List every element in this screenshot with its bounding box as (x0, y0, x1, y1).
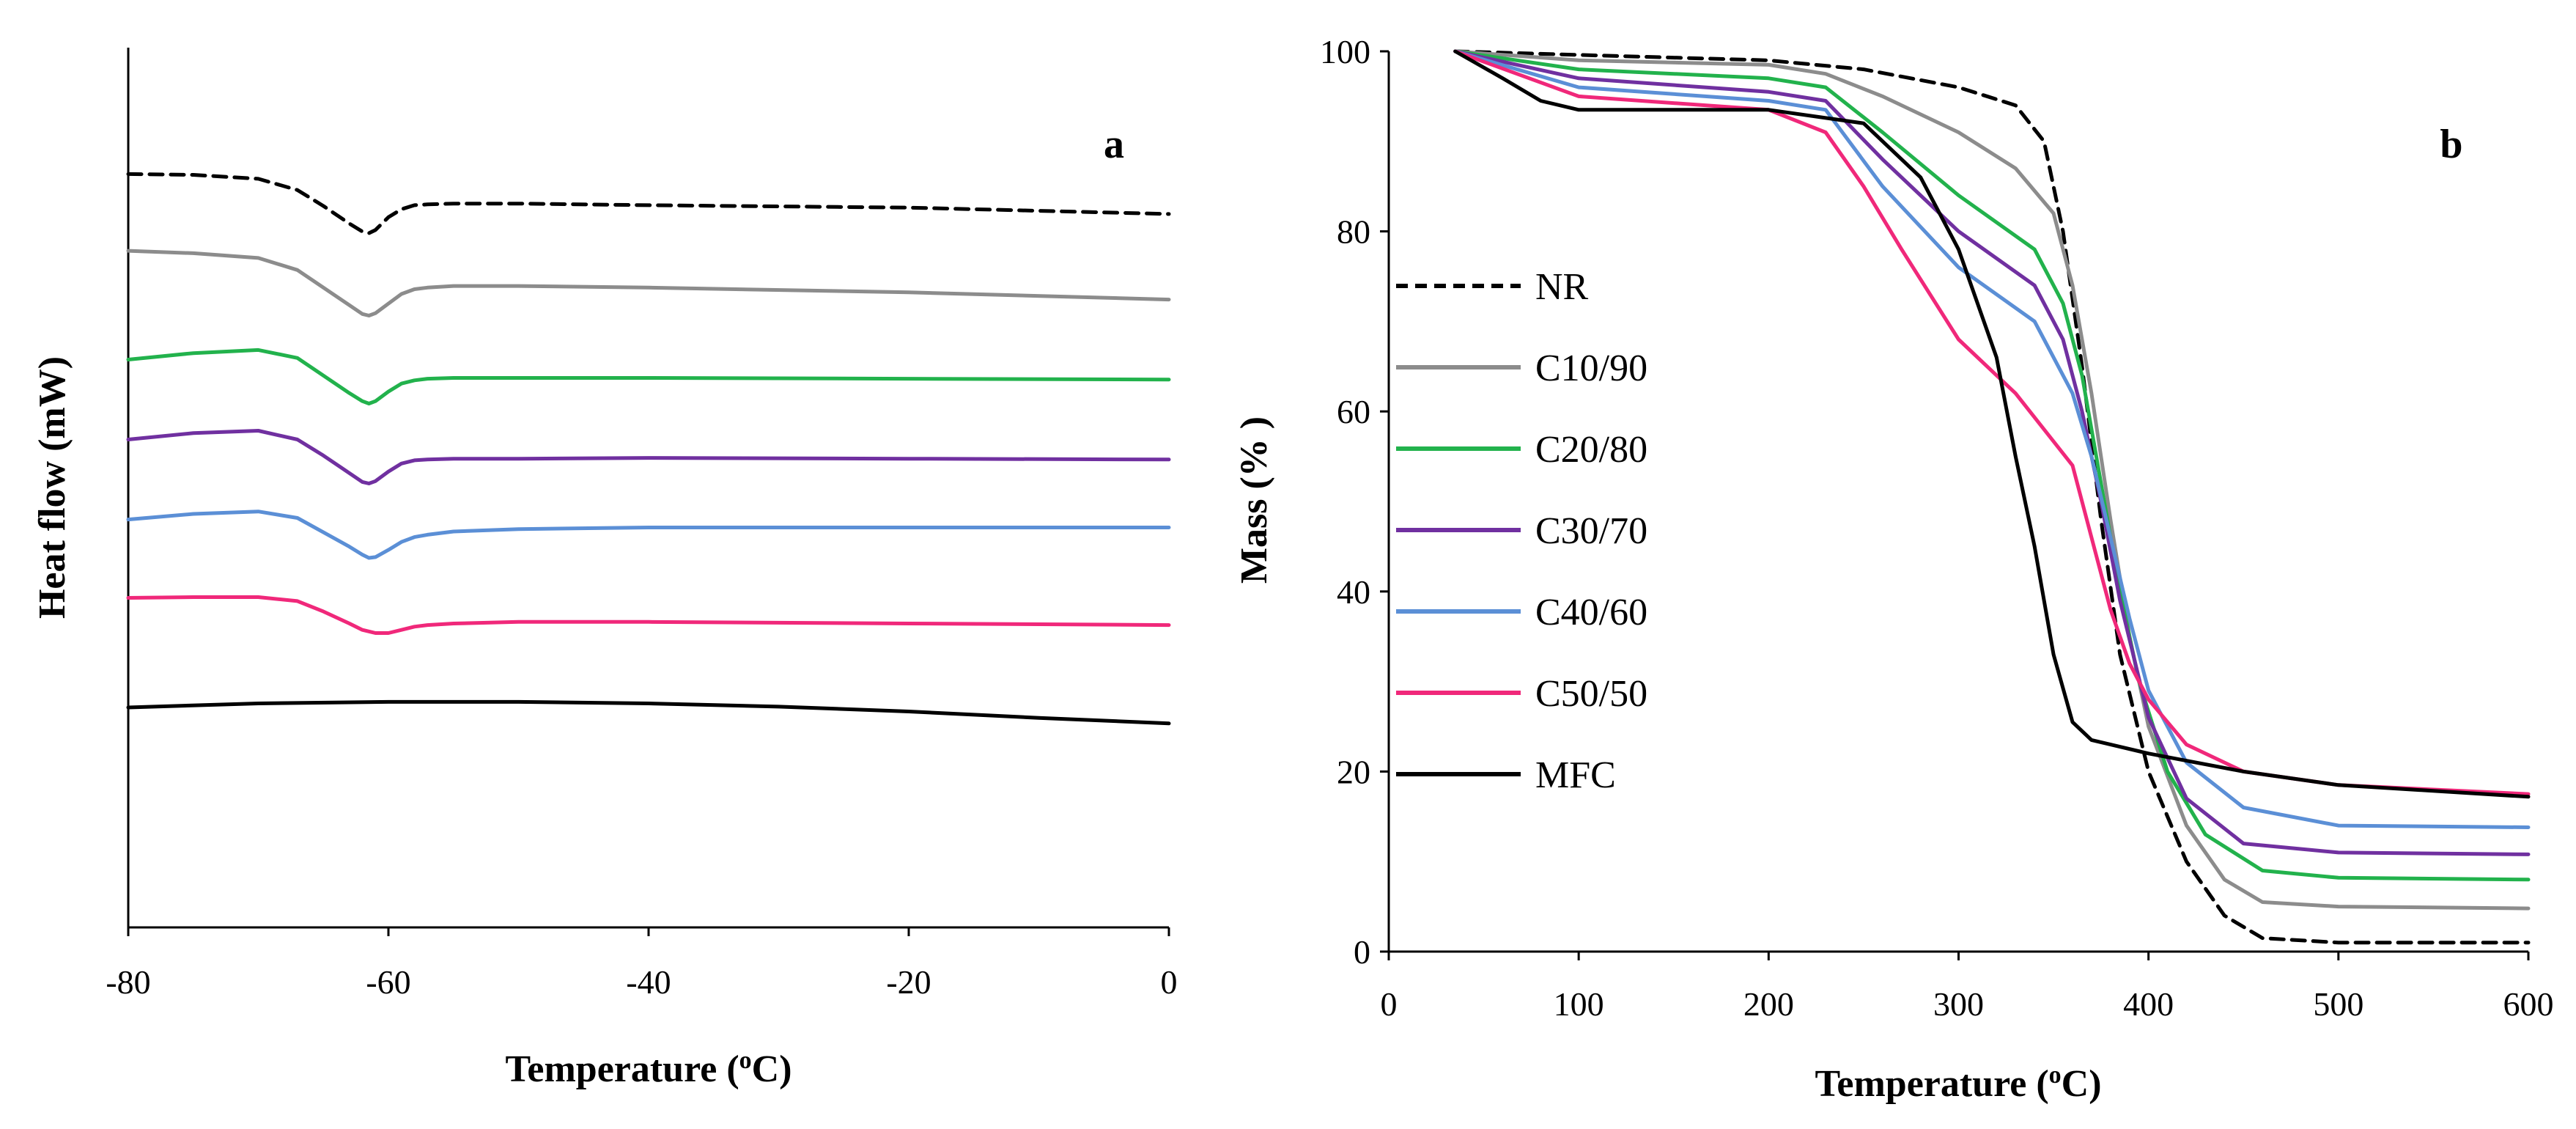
panel-b-x-tick-label-500: 500 (2313, 985, 2363, 1023)
panel-a-x-tick-label-60: -60 (366, 963, 410, 1001)
panel-b-x-tick-label-100: 100 (1554, 985, 1604, 1023)
panel-b-x-unit-superscript: o (2049, 1062, 2062, 1089)
panel-a-series-c20-80 (126, 347, 1171, 405)
panel-a-series (126, 172, 1171, 726)
panel-a-series-mfc (126, 699, 1171, 726)
panel-b-series-c30-70 (1453, 49, 2531, 856)
panel-b-mass-chart: 0 100 200 300 400 500 600 0 20 40 60 80 100 NR C10/90… (1233, 33, 2554, 1105)
panel-b-y-tick-label-40: 40 (1337, 573, 1370, 611)
panel-b-series (1453, 49, 2531, 945)
legend-label-c20-80: C20/80 (1535, 429, 1647, 471)
panel-a-letter: a (1104, 122, 1124, 167)
panel-b-series-mfc (1453, 49, 2531, 799)
panel-b-x-tick-label-0: 0 (1381, 985, 1398, 1023)
legend-label-nr: NR (1535, 266, 1589, 308)
panel-a-series-c30-70 (126, 429, 1171, 485)
legend-label-c50-50: C50/50 (1535, 673, 1647, 715)
panel-b-x-axis-title: Temperature (oC) (1815, 1062, 2101, 1105)
panel-b-x-tick-label-400: 400 (2123, 985, 2174, 1023)
panel-a-series-c50-50 (126, 595, 1171, 635)
panel-a-series-c40-60 (126, 510, 1171, 560)
panel-a-x-unit-superscript: o (739, 1047, 752, 1074)
legend-label-c40-60: C40/60 (1535, 592, 1647, 633)
panel-a-series-nr (126, 172, 1171, 235)
panel-b-series-c20-80 (1453, 49, 2531, 882)
panel-a-x-tick-label-40: -40 (626, 963, 671, 1001)
panel-a-x-tick-label-20: -20 (886, 963, 931, 1001)
panel-a-x-tick-label-80: -80 (106, 963, 150, 1001)
panel-a-x-ticks: -80 -60 -40 -20 0 (106, 927, 1178, 1001)
legend-label-c30-70: C30/70 (1535, 510, 1647, 552)
panel-a-x-tick-label-0: 0 (1161, 963, 1178, 1001)
panel-a-series-c10-90 (126, 249, 1171, 317)
panel-b-y-tick-label-100: 100 (1320, 33, 1370, 70)
panel-b-y-tick-label-20: 20 (1337, 753, 1370, 790)
panel-b-x-tick-label-200: 200 (1743, 985, 1794, 1023)
panel-b-y-tick-label-0: 0 (1354, 933, 1370, 971)
panel-b-ticks: 0 100 200 300 400 500 600 0 20 40 60 80 100 (1320, 33, 2554, 1023)
panel-a-heat-flow-chart: -80 -60 -40 -20 0 a Temperature (oC) Heat fl… (32, 48, 1178, 1090)
panel-b-series-c40-60 (1453, 49, 2531, 829)
panel-b-x-tick-label-300: 300 (1933, 985, 1984, 1023)
panel-b-x-tick-label-600: 600 (2503, 985, 2554, 1023)
legend-label-mfc: MFC (1535, 754, 1616, 796)
panel-b-letter: b (2440, 122, 2462, 167)
panel-b-y-tick-label-60: 60 (1337, 393, 1370, 430)
panel-a-x-axis-title: Temperature (oC) (505, 1047, 791, 1090)
panel-b-series-nr (1453, 49, 2531, 945)
panel-b-legend: NR C10/90 C20/80 C30/70 C40/60 C50/50 MFC (1396, 266, 1647, 796)
panel-b-series-c50-50 (1453, 49, 2531, 796)
legend-label-c10-90: C10/90 (1535, 347, 1647, 389)
panel-a-y-axis-title: Heat flow (mW) (32, 356, 73, 619)
panel-b-y-tick-label-80: 80 (1337, 213, 1370, 251)
panel-b-y-axis-title: Mass (% ) (1233, 416, 1275, 584)
panel-b-series-c10-90 (1453, 49, 2531, 911)
